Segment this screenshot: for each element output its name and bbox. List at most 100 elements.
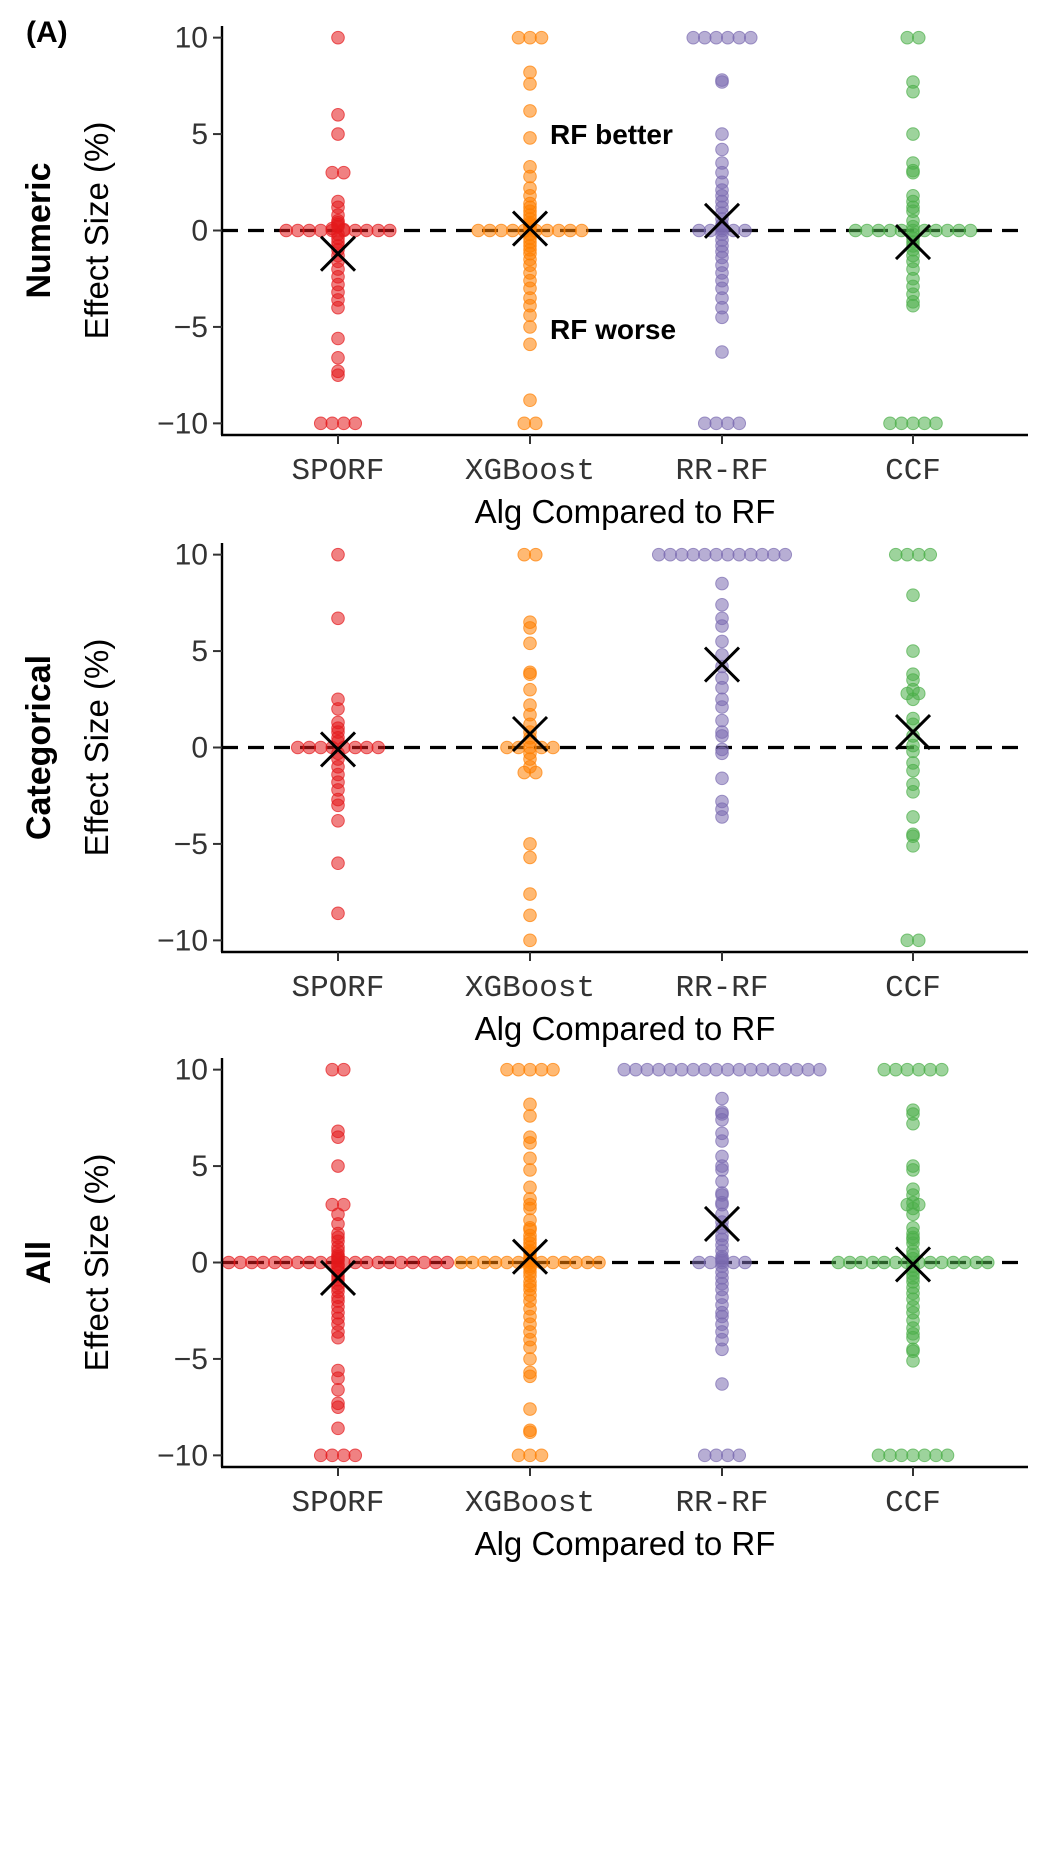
data-point (923, 1062, 938, 1077)
data-point (428, 1255, 443, 1270)
data-point (969, 1255, 984, 1270)
panel-label: (A) (26, 16, 68, 49)
y-tick-label: 0 (191, 215, 208, 248)
data-point (540, 223, 555, 238)
data-point (325, 1062, 340, 1077)
mean-marker-stroke (319, 235, 357, 272)
mean-marker-xgboost (511, 210, 549, 247)
data-point (715, 310, 729, 325)
data-point (906, 644, 920, 658)
data-point (709, 416, 724, 431)
data-point (715, 127, 729, 141)
x-tick-label: CCF (885, 1486, 941, 1521)
data-point (325, 165, 340, 180)
data-point (500, 1062, 514, 1077)
data-point (715, 1091, 729, 1106)
series-sporf (279, 30, 397, 431)
row-label: All (20, 1241, 58, 1284)
data-point (371, 223, 386, 238)
data-point (906, 163, 920, 178)
data-point (906, 1232, 920, 1247)
y-tick-label: −5 (174, 1343, 208, 1376)
data-point (348, 416, 363, 431)
data-point (715, 1112, 729, 1127)
data-point (523, 169, 537, 184)
data-point (946, 1255, 961, 1270)
data-point (523, 308, 537, 323)
data-point (883, 416, 897, 431)
mean-marker-xgboost (511, 715, 549, 753)
data-point (709, 1448, 724, 1463)
x-tick-label: RR-RF (675, 971, 768, 1006)
data-point (738, 223, 752, 238)
data-point (348, 1448, 363, 1463)
data-point (715, 156, 729, 170)
series-xgboost (471, 30, 589, 431)
data-point (523, 1062, 537, 1077)
x-tick-label: SPORF (291, 971, 384, 1006)
data-point (755, 547, 770, 562)
data-point (331, 547, 345, 562)
data-point (686, 1062, 701, 1077)
data-point (720, 1448, 735, 1463)
data-point (331, 368, 345, 382)
data-point (720, 547, 735, 562)
data-point (697, 1448, 712, 1463)
data-point (233, 1255, 248, 1270)
data-point (883, 1448, 897, 1463)
data-point (854, 1255, 869, 1270)
mean-marker-stroke (894, 1246, 932, 1283)
x-tick-label: SPORF (291, 1486, 384, 1521)
data-point (934, 1062, 949, 1077)
data-point (900, 1062, 915, 1077)
data-point (523, 104, 537, 118)
data-point (831, 1255, 846, 1270)
data-point (715, 1195, 729, 1210)
data-point (359, 1255, 374, 1270)
data-point (980, 1255, 995, 1270)
data-point (523, 887, 537, 901)
data-point (523, 65, 537, 80)
data-point (720, 416, 735, 431)
data-point (417, 1255, 432, 1270)
data-point (331, 1371, 345, 1386)
data-point (732, 1062, 747, 1077)
data-point (580, 1255, 595, 1270)
series-xgboost (454, 1062, 606, 1463)
data-point (917, 416, 932, 431)
data-point (523, 1163, 537, 1177)
y-tick-label: 10 (175, 22, 208, 55)
series-sporf (290, 547, 386, 921)
data-point (528, 765, 543, 780)
annotation-rf-worse: RF worse (550, 314, 676, 345)
data-point (325, 1448, 340, 1463)
data-point (477, 1255, 491, 1270)
data-point (546, 1255, 560, 1270)
series-sporf (221, 1062, 455, 1463)
annotation-rf-better: RF better (550, 119, 673, 150)
data-point (686, 547, 701, 562)
data-point (934, 1255, 949, 1270)
mean-marker-ccf (894, 1246, 932, 1283)
y-tick-label: 0 (191, 732, 208, 765)
data-point (906, 588, 920, 602)
data-point (523, 1402, 537, 1416)
data-point (697, 547, 712, 562)
data-point (331, 331, 345, 346)
data-point (720, 1062, 735, 1077)
data-point (906, 1163, 920, 1177)
data-point (906, 810, 920, 824)
data-point (523, 320, 537, 334)
data-point (348, 223, 363, 238)
x-tick-label: CCF (885, 454, 941, 489)
data-point (888, 1062, 903, 1077)
data-point (592, 1255, 606, 1270)
data-point (715, 1163, 729, 1177)
data-point (940, 1448, 955, 1463)
y-tick-label: 10 (175, 1054, 208, 1087)
data-point (523, 131, 537, 145)
chart-panel-categorical: 10 5 0 −5 −10 SPORF XGBoost RR-RF CCF Alg Compare… (20, 539, 1028, 1047)
data-point (523, 1097, 537, 1112)
data-point (523, 77, 537, 91)
